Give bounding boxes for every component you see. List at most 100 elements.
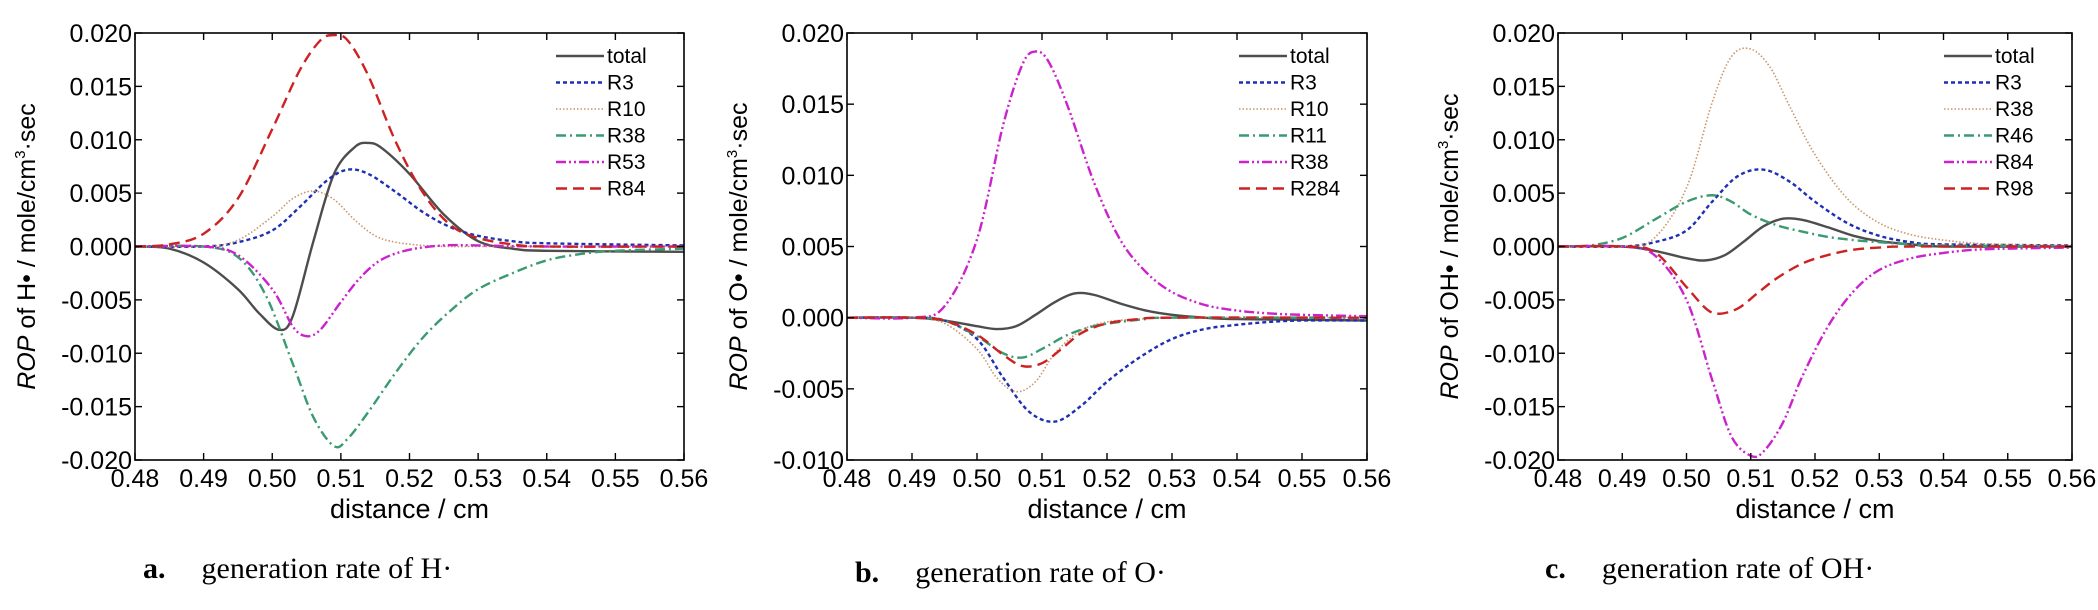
y-tick-label: -0.005 [773,376,844,404]
caption-letter: b. [855,556,879,589]
x-tick-label: 0.50 [1662,465,1711,493]
x-tick-label: 0.56 [2048,465,2097,493]
x-tick-label: 0.55 [1278,465,1327,493]
legend-label-r38: R38 [607,125,646,148]
y-axis-label: ROP of O• / mole/cm3·sec [724,102,753,390]
legend-label-r84: R84 [607,178,646,201]
caption-text: generation rate of O· [915,556,1166,589]
legend-label-r3: R3 [1995,72,2022,95]
x-tick-label: 0.52 [385,465,434,493]
legend-label-r3: R3 [1290,72,1317,95]
x-tick-label: 0.51 [1018,465,1067,493]
x-tick-label: 0.52 [1791,465,1840,493]
series-line-total [847,291,1367,331]
legend-label-r46: R46 [1995,125,2034,148]
x-tick-label: 0.55 [1983,465,2032,493]
y-tick-label: 0.010 [69,127,132,155]
legend-label-r10: R10 [1290,98,1329,121]
y-tick-label: 0.020 [69,20,132,48]
legend-label-r53: R53 [607,151,646,174]
chart-panel-a: 0.48 0.49 0.50 0.51 0.52 0.53 0.54 0.55 0.56 0.02… [12,20,708,585]
y-tick-label: -0.010 [773,447,844,475]
x-tick-label: 0.54 [522,465,571,493]
legend-label-r38: R38 [1995,98,2034,121]
x-tick-label: 0.56 [660,465,709,493]
series-line-r10 [847,316,1367,393]
x-tick-label: 0.54 [1213,465,1262,493]
y-tick-label: 0.015 [781,91,844,119]
x-tick-label: 0.48 [1534,465,1583,493]
x-axis-label: distance / cm [1735,494,1894,524]
series-line-r38 [847,50,1367,320]
legend-label-total: total [607,45,647,68]
legend-label-total: total [1995,45,2035,68]
legend-label-r3: R3 [607,72,634,95]
y-axis-label-rop: ROP [13,335,41,390]
series-line-r38 [1558,47,2072,248]
x-axis-label: distance / cm [330,494,489,524]
x-tick-label: 0.53 [1855,465,1904,493]
series-line-r3 [847,316,1367,423]
y-axis-label-sup: 3 [1435,141,1452,149]
plot-frame [846,32,1368,461]
y-axis-label: ROP of H• / mole/cm3·sec [12,103,41,390]
y-tick-label: 0.005 [781,234,844,262]
series-line-r84 [135,33,684,248]
caption-text: generation rate of OH· [1602,552,1874,585]
y-axis-label-tail: ·sec [1436,93,1464,140]
x-tick-label: 0.51 [1726,465,1775,493]
y-tick-label: 0.000 [69,234,132,262]
series-group [1558,47,2072,459]
y-axis-label-sup: 3 [724,150,741,158]
x-tick-label: 0.56 [1343,465,1392,493]
x-tick-label: 0.54 [1919,465,1968,493]
y-tick-label: -0.020 [1484,447,1555,475]
y-tick-label: -0.015 [1484,394,1555,422]
x-tick-label: 0.55 [591,465,640,493]
x-tick-label: 0.53 [454,465,503,493]
legend: total R3 R10 R38 R53 R84 [556,45,647,201]
y-tick-label: 0.000 [781,305,844,333]
legend-label-r11: R11 [1290,125,1327,148]
series-group [135,33,684,449]
panel-caption: b. generation rate of O· [855,556,1166,589]
x-tick-label: 0.50 [248,465,297,493]
series-line-r3 [135,168,684,249]
legend-label-r10: R10 [607,98,646,121]
panel-caption: c. generation rate of OH· [1545,552,1874,585]
caption-letter: c. [1545,552,1566,585]
x-tick-label: 0.53 [1148,465,1197,493]
y-tick-label: 0.020 [1492,20,1555,48]
x-tick-label: 0.49 [888,465,937,493]
legend-label-r38: R38 [1290,151,1329,174]
y-tick-label: -0.015 [61,394,132,422]
legend: total R3 R10 R11 R38 R284 [1239,45,1341,201]
legend-label-r284: R284 [1290,178,1341,201]
y-axis-label-rop: ROP [1436,345,1464,400]
y-axis-label-body: of H• / mole/cm [13,159,41,336]
series-line-r53 [135,243,684,338]
caption-letter: a. [143,552,166,585]
y-axis-label-tail: ·sec [725,102,753,149]
y-axis-label-sup: 3 [12,150,29,158]
y-axis-label-body: of O• / mole/cm [725,158,753,336]
y-tick-label: 0.015 [69,73,132,101]
x-tick-label: 0.50 [953,465,1002,493]
y-axis-label: ROP of OH• / mole/cm3·sec [1435,93,1464,399]
series-line-r38 [135,244,684,449]
y-tick-label: 0.010 [781,162,844,190]
y-tick-label: 0.010 [1492,127,1555,155]
panel-caption: a. generation rate of H· [143,552,452,585]
series-line-r98 [1558,244,2072,315]
series-group [847,50,1367,423]
chart-panel-b: 0.48 0.49 0.50 0.51 0.52 0.53 0.54 0.55 0.56 0.02… [724,20,1391,589]
y-axis-label-tail: ·sec [13,103,41,150]
legend-label-r84: R84 [1995,151,2034,174]
y-tick-label: -0.010 [61,340,132,368]
y-axis-label-body: of OH• / mole/cm [1436,149,1464,345]
series-line-r284 [847,316,1367,368]
legend: total R3 R38 R46 R84 R98 [1944,45,2035,201]
x-tick-label: 0.49 [1598,465,1647,493]
x-tick-label: 0.49 [179,465,228,493]
